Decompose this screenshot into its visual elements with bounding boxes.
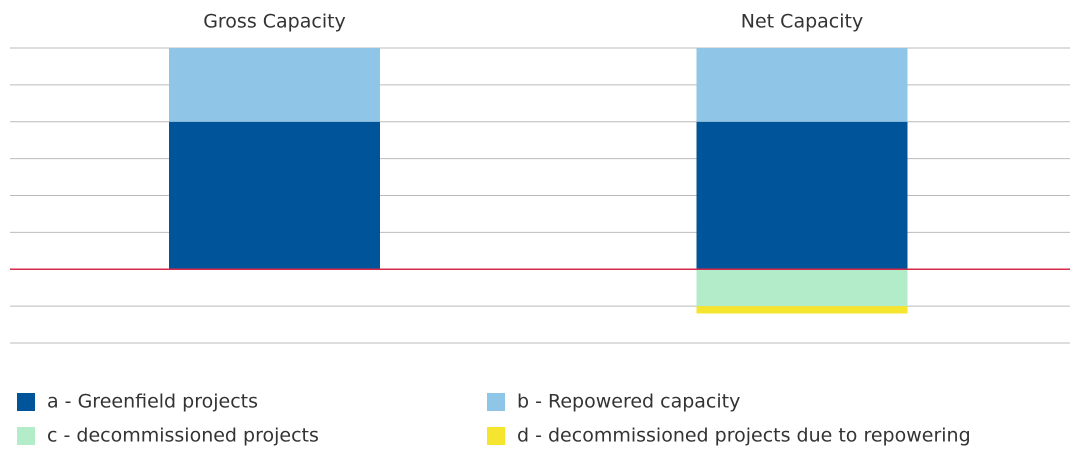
legend-swatch [487, 427, 505, 445]
legend-label: b - Repowered capacity [517, 391, 740, 413]
legend-swatch [17, 393, 35, 411]
category-label: Gross Capacity [203, 11, 346, 33]
bar-segment [696, 306, 908, 314]
legend-label: a - Greenfield projects [47, 391, 258, 413]
bar-segment [696, 269, 908, 307]
bar-segment [696, 48, 908, 122]
legend-label: c - decommissioned projects [47, 425, 319, 447]
bar-segment [696, 121, 908, 270]
category-label: Net Capacity [741, 11, 863, 33]
legend-swatch [17, 427, 35, 445]
bar-segment [169, 121, 380, 270]
legend-label: d - decommissioned projects due to repow… [517, 425, 971, 447]
bar-segment [169, 48, 380, 122]
legend-swatch [487, 393, 505, 411]
